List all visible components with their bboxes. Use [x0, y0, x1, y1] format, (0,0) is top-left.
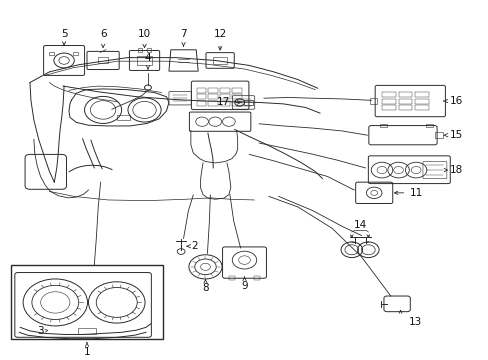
Bar — [434, 132, 443, 138]
Bar — [379, 124, 386, 127]
Text: 15: 15 — [449, 130, 463, 140]
Bar — [73, 51, 78, 55]
Bar — [220, 94, 229, 99]
Text: 17: 17 — [216, 98, 229, 107]
Bar — [138, 48, 142, 51]
Bar — [231, 101, 241, 106]
Text: 14: 14 — [353, 220, 366, 230]
Bar — [208, 94, 218, 99]
Bar — [117, 114, 130, 120]
Text: 12: 12 — [213, 29, 226, 39]
Bar — [78, 328, 96, 334]
Bar — [147, 48, 151, 51]
Bar — [398, 105, 411, 110]
Bar — [381, 105, 395, 110]
Text: 9: 9 — [241, 281, 247, 291]
Text: 16: 16 — [449, 96, 463, 106]
Text: 13: 13 — [407, 318, 421, 327]
Bar — [381, 99, 395, 104]
Text: 6: 6 — [100, 29, 106, 39]
Bar — [414, 105, 428, 110]
Text: 7: 7 — [180, 29, 186, 39]
Bar — [98, 57, 108, 63]
Bar — [229, 276, 235, 280]
Bar — [196, 101, 206, 106]
Text: 3: 3 — [37, 326, 44, 336]
Bar — [425, 124, 432, 127]
Text: 10: 10 — [138, 29, 151, 39]
Bar — [208, 88, 218, 93]
Bar — [244, 100, 253, 105]
Text: 8: 8 — [202, 283, 208, 293]
Text: 5: 5 — [61, 29, 67, 39]
Bar — [137, 56, 152, 65]
Text: 18: 18 — [449, 165, 463, 175]
Bar — [220, 88, 229, 93]
Bar — [398, 93, 411, 98]
Bar — [213, 57, 226, 64]
Bar — [369, 98, 376, 104]
Bar — [220, 101, 229, 106]
Text: 4: 4 — [144, 53, 151, 63]
Bar — [231, 88, 241, 93]
Text: 1: 1 — [83, 347, 90, 357]
Bar — [231, 94, 241, 99]
Bar — [398, 99, 411, 104]
Text: 2: 2 — [190, 241, 197, 251]
Bar — [208, 101, 218, 106]
Bar — [196, 94, 206, 99]
Text: 11: 11 — [409, 188, 423, 198]
Bar — [49, 51, 54, 55]
Bar — [414, 99, 428, 104]
Bar — [381, 93, 395, 98]
Bar — [11, 265, 162, 339]
Bar — [196, 88, 206, 93]
Bar — [414, 93, 428, 98]
Bar — [253, 276, 259, 280]
